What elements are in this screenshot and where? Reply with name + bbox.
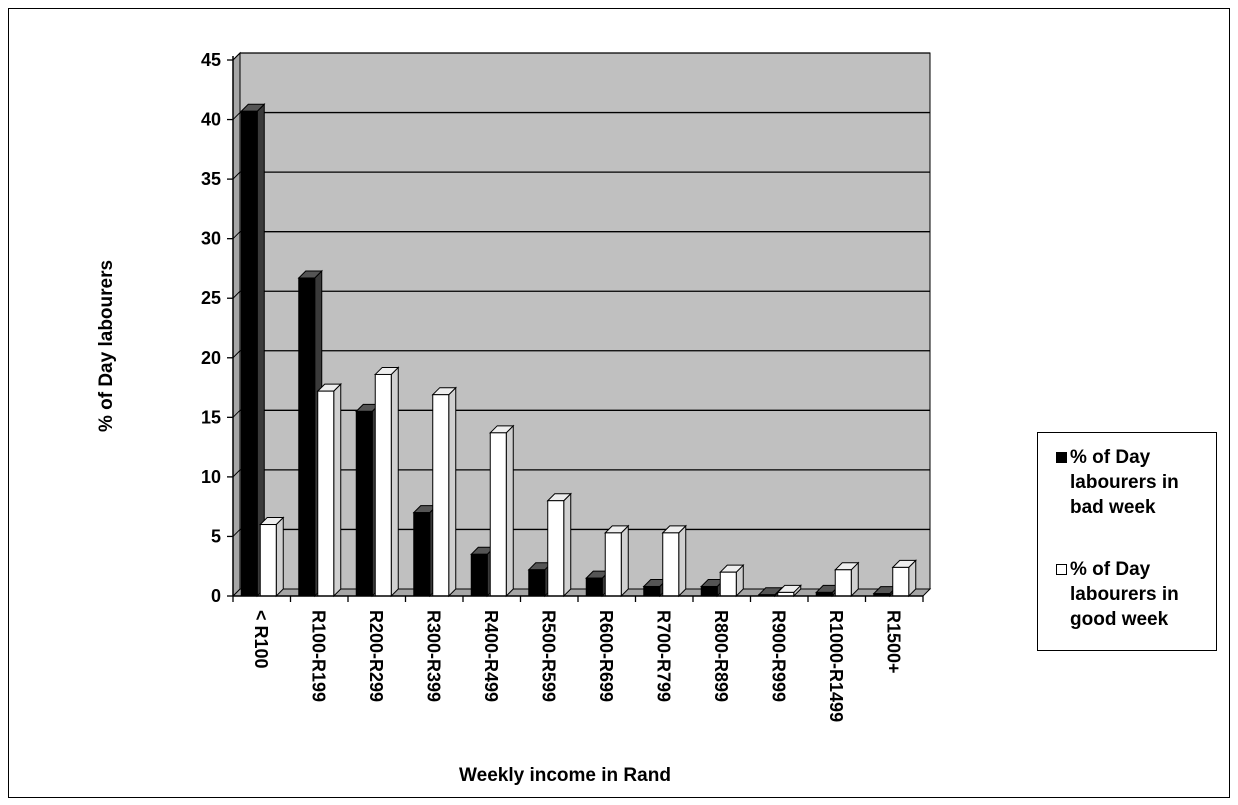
bar-good-week: [259, 516, 285, 598]
bar-side-face: [620, 524, 629, 598]
bar-side-face: [390, 366, 399, 598]
bar-good-week: [546, 492, 572, 598]
x-tick-label: R1500+: [883, 610, 903, 674]
bar-side-face: [505, 424, 514, 598]
bar-side-face: [563, 492, 572, 598]
y-tick-label: 35: [201, 169, 221, 189]
bar-front-face: [528, 569, 546, 597]
bar-good-week: [316, 382, 342, 598]
bar-front-face: [892, 566, 910, 597]
gridline-side: [232, 409, 241, 418]
y-tick-label: 10: [201, 467, 221, 487]
bar-front-face: [413, 512, 431, 597]
y-tick-label: 15: [201, 407, 221, 427]
x-axis-title: Weekly income in Rand: [459, 765, 671, 786]
bar-front-face: [604, 532, 622, 597]
legend-swatch-bad-week: [1056, 452, 1067, 463]
bars: [240, 103, 917, 598]
bar-front-face: [719, 571, 737, 597]
bar-good-week: [834, 561, 860, 598]
bar-front-face: [298, 277, 316, 597]
legend: % of Day labourers in bad week % of Day …: [1037, 432, 1217, 651]
bar-good-week: [489, 424, 515, 598]
bar-good-week: [891, 559, 917, 598]
x-tick-label: R300-R399: [423, 610, 443, 702]
gridline-side: [232, 171, 241, 180]
bar-good-week: [776, 584, 802, 598]
bar-good-week: [719, 563, 745, 598]
x-tick-label: R100-R199: [308, 610, 328, 702]
y-tick-label: 5: [211, 526, 221, 546]
x-tick-label: R900-R999: [768, 610, 788, 702]
bar-front-face: [374, 373, 392, 597]
bar-front-face: [432, 394, 450, 597]
x-tick-label: R700-R799: [653, 610, 673, 702]
legend-swatch-good-week: [1056, 564, 1067, 575]
bar-chart: 0 5 10 15 20 25 30 35 40 45 < R100 R100-R199 R200-R2…: [96, 50, 932, 786]
bar-front-face: [355, 410, 373, 597]
y-tick-label: 40: [201, 110, 221, 130]
y-tick-label: 30: [201, 229, 221, 249]
bar-front-face: [662, 532, 680, 597]
gridline-side: [232, 469, 241, 478]
bar-side-face: [448, 386, 457, 598]
x-tick-label: R600-R699: [596, 610, 616, 702]
bar-side-face: [333, 382, 342, 598]
legend-label-bad-week: % of Day labourers in bad week: [1070, 447, 1179, 518]
bar-front-face: [317, 390, 335, 597]
bar-good-week: [661, 524, 687, 598]
x-tick-label: < R100: [251, 610, 271, 669]
bar-side-face: [275, 516, 284, 598]
bar-bad-week: [240, 103, 266, 598]
bar-front-face: [259, 524, 277, 597]
bar-front-face: [643, 585, 661, 597]
x-tick-label: R800-R899: [711, 610, 731, 702]
gridline-side: [232, 529, 241, 537]
bar-side-face: [678, 524, 687, 598]
x-tick-label: R500-R599: [538, 610, 558, 702]
bar-good-week: [431, 386, 457, 598]
y-axis-title: % of Day labourers: [96, 260, 117, 432]
y-tick-label: 25: [201, 288, 221, 308]
x-tick-label: R400-R499: [481, 610, 501, 702]
legend-label-good-week: % of Day labourers in good week: [1070, 559, 1179, 630]
gridline-side: [232, 112, 241, 120]
gridline-side: [232, 290, 241, 299]
bar-good-week: [374, 366, 400, 598]
plot-area: [231, 51, 932, 598]
gridline-side: [232, 52, 241, 61]
gridline-side: [232, 231, 241, 240]
axes: 0 5 10 15 20 25 30 35 40 45 < R100 R100-R199 R200-R2…: [201, 50, 924, 722]
gridline-side: [232, 350, 241, 359]
bar-front-face: [585, 577, 603, 597]
y-tick-label: 20: [201, 348, 221, 368]
bar-front-face: [240, 110, 258, 597]
x-tick-label: R200-R299: [366, 610, 386, 702]
bar-good-week: [604, 524, 630, 598]
bar-front-face: [547, 500, 565, 597]
bar-front-face: [834, 569, 852, 597]
x-tick-label: R1000-R1499: [826, 610, 846, 722]
plot-back-wall: [239, 52, 931, 590]
bar-front-face: [470, 553, 488, 597]
bar-front-face: [489, 432, 507, 597]
chart-frame: 0 5 10 15 20 25 30 35 40 45 < R100 R100-R199 R200-R2…: [8, 8, 1230, 798]
plot-side-wall: [232, 51, 241, 598]
bar-front-face: [700, 585, 718, 597]
y-tick-label: 45: [201, 50, 221, 70]
y-tick-label: 0: [211, 586, 221, 606]
